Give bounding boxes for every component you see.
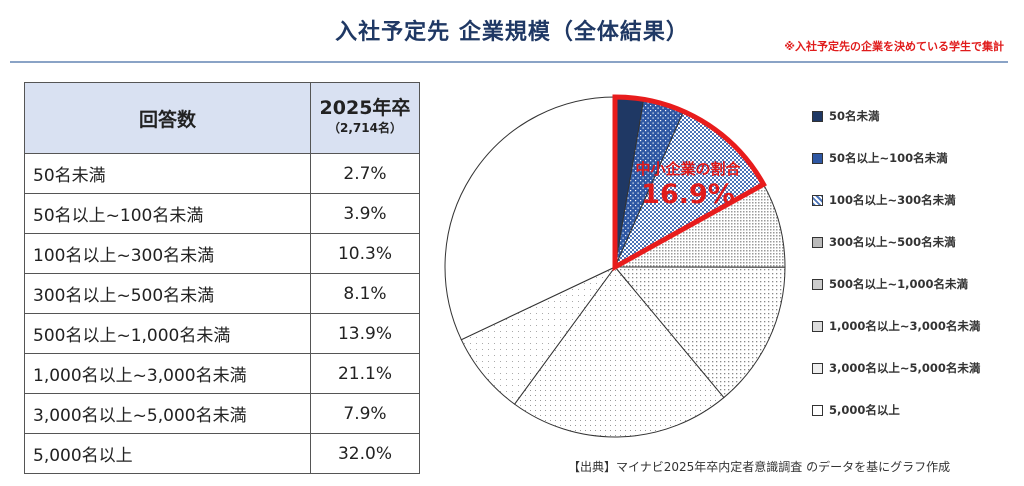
legend-swatch — [812, 279, 823, 290]
data-table: 回答数 2025年卒 （2,714名） 50名未満 2.7% 50名以上~100名未… — [24, 82, 420, 474]
legend-swatch — [812, 153, 823, 164]
row-value: 13.9% — [310, 313, 420, 354]
row-value: 21.1% — [310, 353, 420, 394]
legend-item: 5,000名以上 — [812, 402, 900, 422]
callout-value: 16.9% — [641, 179, 735, 210]
legend-swatch — [812, 405, 823, 416]
legend-label: 50名未満 — [829, 109, 880, 123]
table-row: 100名以上~300名未満 10.3% — [24, 233, 420, 274]
legend-item: 300名以上~500名未満 — [812, 234, 956, 254]
row-label: 50名以上~100名未満 — [24, 193, 311, 234]
table-row: 50名以上~100名未満 3.9% — [24, 193, 420, 234]
header-year-count: （2,714名） — [328, 121, 402, 135]
table-row: 1,000名以上~3,000名未満 21.1% — [24, 353, 420, 394]
legend-label: 5,000名以上 — [829, 403, 900, 417]
row-label: 50名未満 — [24, 153, 311, 194]
table-row: 500名以上~1,000名未満 13.9% — [24, 313, 420, 354]
legend-swatch — [812, 363, 823, 374]
row-label: 300名以上~500名未満 — [24, 273, 311, 314]
table-row: 5,000名以上 32.0% — [24, 433, 420, 474]
legend-label: 300名以上~500名未満 — [829, 235, 956, 249]
legend-swatch — [812, 195, 823, 206]
legend-item: 3,000名以上~5,000名未満 — [812, 360, 980, 380]
legend-swatch — [812, 321, 823, 332]
highlight-outline — [612, 94, 767, 272]
header-year: 2025年卒 （2,714名） — [310, 82, 420, 154]
header-year-label: 2025年卒 — [319, 97, 411, 119]
pie-slice — [613, 266, 786, 399]
row-label: 1,000名以上~3,000名未満 — [24, 353, 311, 394]
row-label: 3,000名以上~5,000名未満 — [24, 393, 311, 434]
page-title: 入社予定先 企業規模（全体結果） — [335, 20, 689, 45]
legend-label: 100名以上~300名未満 — [829, 193, 956, 207]
row-value: 32.0% — [310, 433, 420, 474]
legend-item: 1,000名以上~3,000名未満 — [812, 318, 980, 338]
row-label: 5,000名以上 — [24, 433, 311, 474]
legend-label: 1,000名以上~3,000名未満 — [829, 319, 981, 333]
row-value: 8.1% — [310, 273, 420, 314]
legend-item: 50名以上~100名未満 — [812, 150, 948, 170]
sample-note: ※入社予定先の企業を決めている学生で集計 — [784, 40, 1004, 53]
legend-swatch — [812, 237, 823, 248]
legend-label: 50名以上~100名未満 — [829, 151, 948, 165]
pie-chart — [444, 94, 786, 438]
table-header-row: 回答数 2025年卒 （2,714名） — [24, 82, 420, 154]
pie-slices — [444, 96, 786, 438]
table-row: 3,000名以上~5,000名未満 7.9% — [24, 393, 420, 434]
pie-slice — [444, 96, 616, 341]
legend-label: 500名以上~1,000名未満 — [829, 277, 969, 291]
table-row: 300名以上~500名未満 8.1% — [24, 273, 420, 314]
callout-label: 中小企業の割合 — [635, 160, 741, 178]
row-value: 3.9% — [310, 193, 420, 234]
row-label: 100名以上~300名未満 — [24, 233, 311, 274]
row-value: 7.9% — [310, 393, 420, 434]
pie-slice — [513, 266, 725, 438]
legend-item: 100名以上~300名未満 — [812, 192, 956, 212]
sme-callout: 中小企業の割合 16.9% — [613, 158, 763, 210]
header-responses: 回答数 — [24, 82, 311, 154]
row-label: 500名以上~1,000名未満 — [24, 313, 311, 354]
legend-item: 50名未満 — [812, 108, 880, 128]
legend-item: 500名以上~1,000名未満 — [812, 276, 968, 296]
row-value: 10.3% — [310, 233, 420, 274]
header-divider — [10, 61, 1008, 63]
legend-swatch — [812, 111, 823, 122]
source-note: 【出典】マイナビ2025年卒内定者意識調査 のデータを基にグラフ作成 — [568, 460, 951, 474]
legend-label: 3,000名以上~5,000名未満 — [829, 361, 981, 375]
table-row: 50名未満 2.7% — [24, 153, 420, 194]
row-value: 2.7% — [310, 153, 420, 194]
